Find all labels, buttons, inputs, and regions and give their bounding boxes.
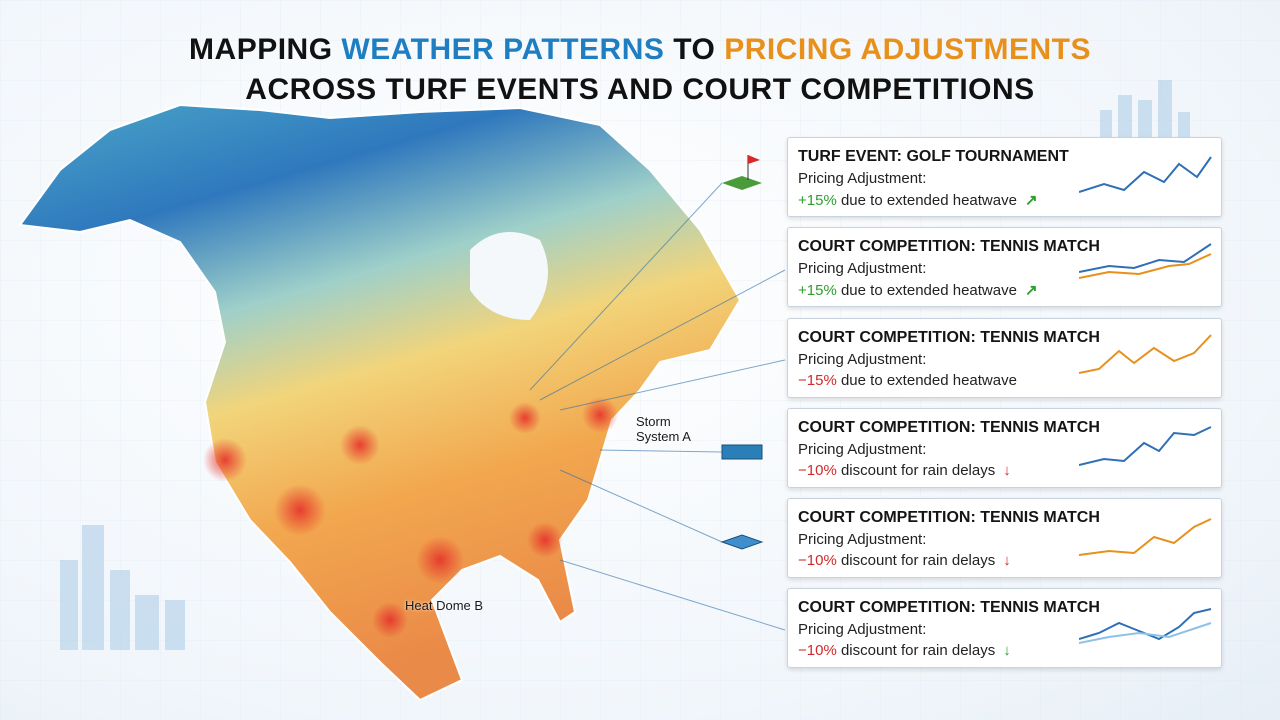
adjustment-reason: discount for rain delays — [840, 642, 996, 659]
adjustment-line: −10% discount for rain delays ↓ — [798, 552, 1011, 569]
title: MAPPING WEATHER PATTERNS TO PRICING ADJU… — [0, 30, 1280, 110]
adjustment-reason: discount for rain delays — [840, 462, 996, 479]
adjustment-reason: due to extended heatwave — [840, 282, 1017, 299]
card-label: Pricing Adjustment: — [798, 170, 927, 187]
card-label: Pricing Adjustment: — [798, 260, 927, 277]
card-label: Pricing Adjustment: — [798, 351, 927, 368]
sparkline-path — [1079, 243, 1212, 273]
title-part: WEATHER PATTERNS — [341, 33, 665, 66]
sparkline-path — [1079, 622, 1212, 644]
trend-arrow: ↗ — [1024, 282, 1038, 299]
title-line-2: ACROSS TURF EVENTS AND COURT COMPETITION… — [245, 73, 1035, 106]
sparkline — [1079, 334, 1212, 374]
adjustment-value: +15% — [798, 192, 837, 209]
adjustment-value: −10% — [798, 642, 837, 659]
sparkline-path — [1079, 156, 1212, 193]
title-part: PRICING ADJUSTMENTS — [724, 33, 1091, 66]
hudson-bay — [470, 232, 548, 320]
adjustment-line: +15% due to extended heatwave ↗ — [798, 281, 1038, 299]
adjustment-reason: discount for rain delays — [840, 552, 996, 569]
card-title: COURT COMPETITION: TENNIS MATCH — [798, 599, 1100, 616]
sparkline — [1079, 608, 1212, 644]
trend-arrow: ↓ — [1003, 462, 1011, 479]
event-card: COURT COMPETITION: TENNIS MATCH Pricing A… — [787, 318, 1222, 398]
card-title: COURT COMPETITION: TENNIS MATCH — [798, 238, 1100, 255]
adjustment-reason: due to extended heatwave — [840, 372, 1017, 389]
title-part: TO — [664, 33, 725, 66]
card-title: COURT COMPETITION: TENNIS MATCH — [798, 419, 1100, 436]
title-line-1: MAPPING WEATHER PATTERNS TO PRICING ADJU… — [0, 30, 1280, 70]
sparkline-path — [1079, 253, 1212, 279]
sparkline-path — [1079, 518, 1212, 556]
trend-arrow: ↓ — [1003, 642, 1011, 659]
hotspots — [203, 397, 618, 638]
adjustment-line: −10% discount for rain delays ↓ — [798, 462, 1011, 479]
event-card: COURT COMPETITION: TENNIS MATCH Pricing A… — [787, 588, 1222, 668]
adjustment-value: −15% — [798, 372, 837, 389]
sparkline-path — [1079, 426, 1212, 466]
adjustment-line: −15% due to extended heatwave — [798, 372, 1017, 389]
event-card: COURT COMPETITION: TENNIS MATCH Pricing A… — [787, 408, 1222, 488]
adjustment-value: +15% — [798, 282, 837, 299]
adjustment-line: −10% discount for rain delays ↓ — [798, 642, 1011, 659]
sparkline-path — [1079, 334, 1212, 374]
sparkline — [1079, 518, 1212, 556]
connectors — [529, 182, 786, 631]
map-label: Storm System A — [636, 414, 691, 444]
adjustment-value: −10% — [798, 552, 837, 569]
trend-arrow: ↓ — [1003, 552, 1011, 569]
trend-arrow: ↗ — [1024, 192, 1038, 209]
sparkline — [1079, 243, 1212, 279]
card-title: COURT COMPETITION: TENNIS MATCH — [798, 329, 1100, 346]
event-card: COURT COMPETITION: TENNIS MATCH Pricing A… — [787, 227, 1222, 307]
venue-icons — [720, 155, 764, 550]
north-america — [18, 103, 742, 702]
card-title: TURF EVENT: GOLF TOURNAMENT — [798, 148, 1069, 165]
card-label: Pricing Adjustment: — [798, 621, 927, 638]
map-label: Heat Dome B — [405, 598, 484, 613]
adjustment-line: +15% due to extended heatwave ↗ — [798, 191, 1038, 209]
sparkline — [1079, 156, 1212, 193]
adjustment-value: −10% — [798, 462, 837, 479]
event-card: COURT COMPETITION: TENNIS MATCH Pricing A… — [787, 498, 1222, 578]
card-label: Pricing Adjustment: — [798, 441, 927, 458]
title-part: MAPPING — [189, 33, 342, 66]
card-label: Pricing Adjustment: — [798, 531, 927, 548]
adjustment-reason: due to extended heatwave — [840, 192, 1017, 209]
event-card: TURF EVENT: GOLF TOURNAMENT Pricing Adjus… — [787, 137, 1222, 217]
card-title: COURT COMPETITION: TENNIS MATCH — [798, 509, 1100, 526]
sparkline — [1079, 426, 1212, 466]
